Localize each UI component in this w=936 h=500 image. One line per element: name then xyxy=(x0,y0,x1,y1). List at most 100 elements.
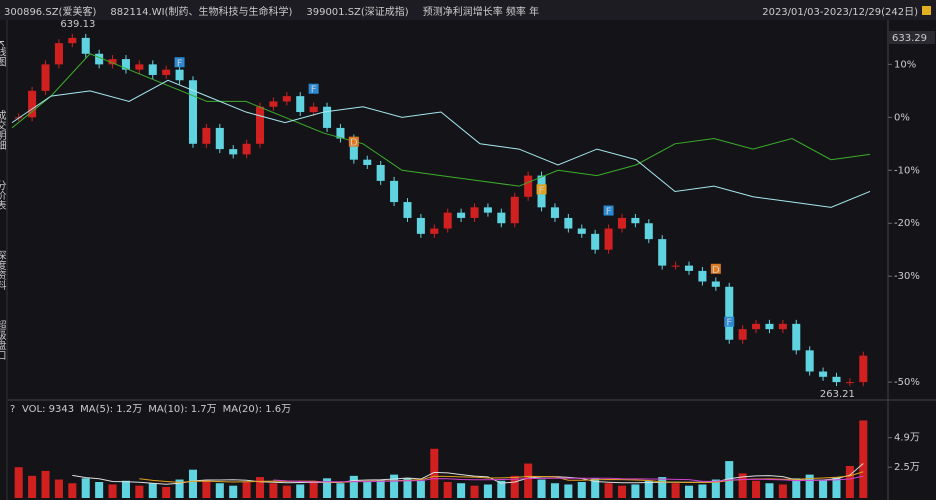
candle xyxy=(510,196,519,224)
event-marker[interactable] xyxy=(603,205,614,216)
volume-bar xyxy=(845,466,854,498)
candle xyxy=(68,37,77,44)
event-marker[interactable] xyxy=(348,136,359,147)
volume-bar xyxy=(390,474,399,498)
volume-bar xyxy=(537,479,546,498)
candle xyxy=(336,127,345,139)
event-marker[interactable] xyxy=(724,316,735,327)
event-marker[interactable] xyxy=(710,263,721,274)
candle xyxy=(282,96,291,102)
candle xyxy=(148,64,157,75)
candle xyxy=(135,64,144,70)
volume-bar xyxy=(564,484,573,498)
event-marker-label: F xyxy=(606,207,612,218)
volume-bar xyxy=(698,484,707,498)
event-marker[interactable] xyxy=(536,184,547,195)
header-tab[interactable]: 882114.WI(制药、生物科技与生命科学) xyxy=(110,5,292,18)
candle xyxy=(577,228,586,234)
volume-bar xyxy=(550,483,559,498)
event-marker-label: D xyxy=(350,138,358,149)
sidebar-item[interactable]: K线图 xyxy=(0,40,6,67)
y-tick-label: 2.5万 xyxy=(894,462,920,473)
volume-bar xyxy=(430,448,439,498)
volume-legend: MA(10): 1.7万 xyxy=(148,404,216,415)
volume-bar xyxy=(631,484,640,498)
candle xyxy=(390,180,399,203)
volume-bar xyxy=(617,485,627,498)
candle xyxy=(175,69,184,81)
candle xyxy=(121,59,130,70)
volume-bar xyxy=(81,478,90,498)
candle xyxy=(497,212,506,224)
volume-bar xyxy=(215,483,224,498)
y-tick-label: -30% xyxy=(894,271,920,282)
volume-legend: VOL: 9343 xyxy=(22,404,74,415)
volume-bar xyxy=(323,478,332,498)
candle xyxy=(457,212,466,218)
sidebar-item[interactable]: 成交明细 xyxy=(0,110,6,150)
volume-bar xyxy=(859,420,868,498)
help-icon: ? xyxy=(10,404,15,415)
volume-bar xyxy=(591,478,600,498)
volume-bar xyxy=(497,480,506,498)
candle xyxy=(564,217,573,229)
candle xyxy=(752,323,761,330)
volume-bar xyxy=(202,480,211,498)
candle xyxy=(617,217,627,229)
volume-bar xyxy=(95,482,104,498)
candle xyxy=(28,90,37,118)
candle xyxy=(443,212,452,229)
volume-bar xyxy=(121,480,130,498)
event-marker[interactable] xyxy=(308,83,319,94)
candle xyxy=(296,96,305,113)
volume-bar xyxy=(819,479,828,498)
candle xyxy=(202,127,211,144)
candle xyxy=(832,376,841,383)
volume-bar xyxy=(229,485,238,498)
sidebar-item[interactable]: 深度资料 xyxy=(0,250,6,291)
volume-bar xyxy=(376,479,385,498)
volume-bar xyxy=(671,483,680,498)
volume-bar xyxy=(162,486,171,498)
volume-bar xyxy=(148,483,157,498)
sidebar-item[interactable]: 超级盘口 xyxy=(0,319,6,360)
volume-bar xyxy=(54,479,63,498)
volume-bar xyxy=(765,483,774,498)
y-tick-label: 4.9万 xyxy=(894,433,920,444)
header-tab[interactable]: 300896.SZ(爱美客) xyxy=(4,5,96,18)
volume-bar xyxy=(577,482,586,498)
volume-bar xyxy=(68,483,77,498)
event-marker-label: F xyxy=(177,58,183,69)
event-marker[interactable] xyxy=(174,57,185,68)
candle xyxy=(323,106,332,128)
candle xyxy=(778,323,787,330)
candle xyxy=(162,69,171,75)
volume-bar xyxy=(684,485,694,498)
sidebar-item[interactable]: 分价表 xyxy=(0,180,6,211)
volume-bar xyxy=(242,482,251,498)
volume-legend: MA(20): 1.6万 xyxy=(223,404,291,415)
candle xyxy=(95,53,104,65)
candle xyxy=(524,175,533,197)
event-marker-label: D xyxy=(712,265,720,276)
volume-bar xyxy=(711,479,720,498)
date-range: 2023/01/03-2023/12/29(242日) xyxy=(762,7,918,18)
volume-bar xyxy=(336,483,345,498)
candle xyxy=(631,217,640,224)
y-tick-label: 0% xyxy=(894,112,910,123)
candle xyxy=(550,207,559,218)
candle xyxy=(684,265,694,271)
volume-bar xyxy=(188,469,198,498)
price-box xyxy=(889,31,935,44)
volume-bar xyxy=(108,484,117,498)
comparison-line xyxy=(11,79,871,208)
header-tab[interactable]: 399001.SZ(深证成指) xyxy=(306,5,408,18)
candle xyxy=(108,59,117,65)
low-label: 263.21 xyxy=(820,389,855,400)
header-tab[interactable]: 预测净利润增长率 频率 年 xyxy=(423,5,539,18)
candle xyxy=(255,106,265,144)
candle xyxy=(805,350,814,372)
volume-bar xyxy=(416,480,425,498)
event-marker-label: F xyxy=(311,85,317,96)
